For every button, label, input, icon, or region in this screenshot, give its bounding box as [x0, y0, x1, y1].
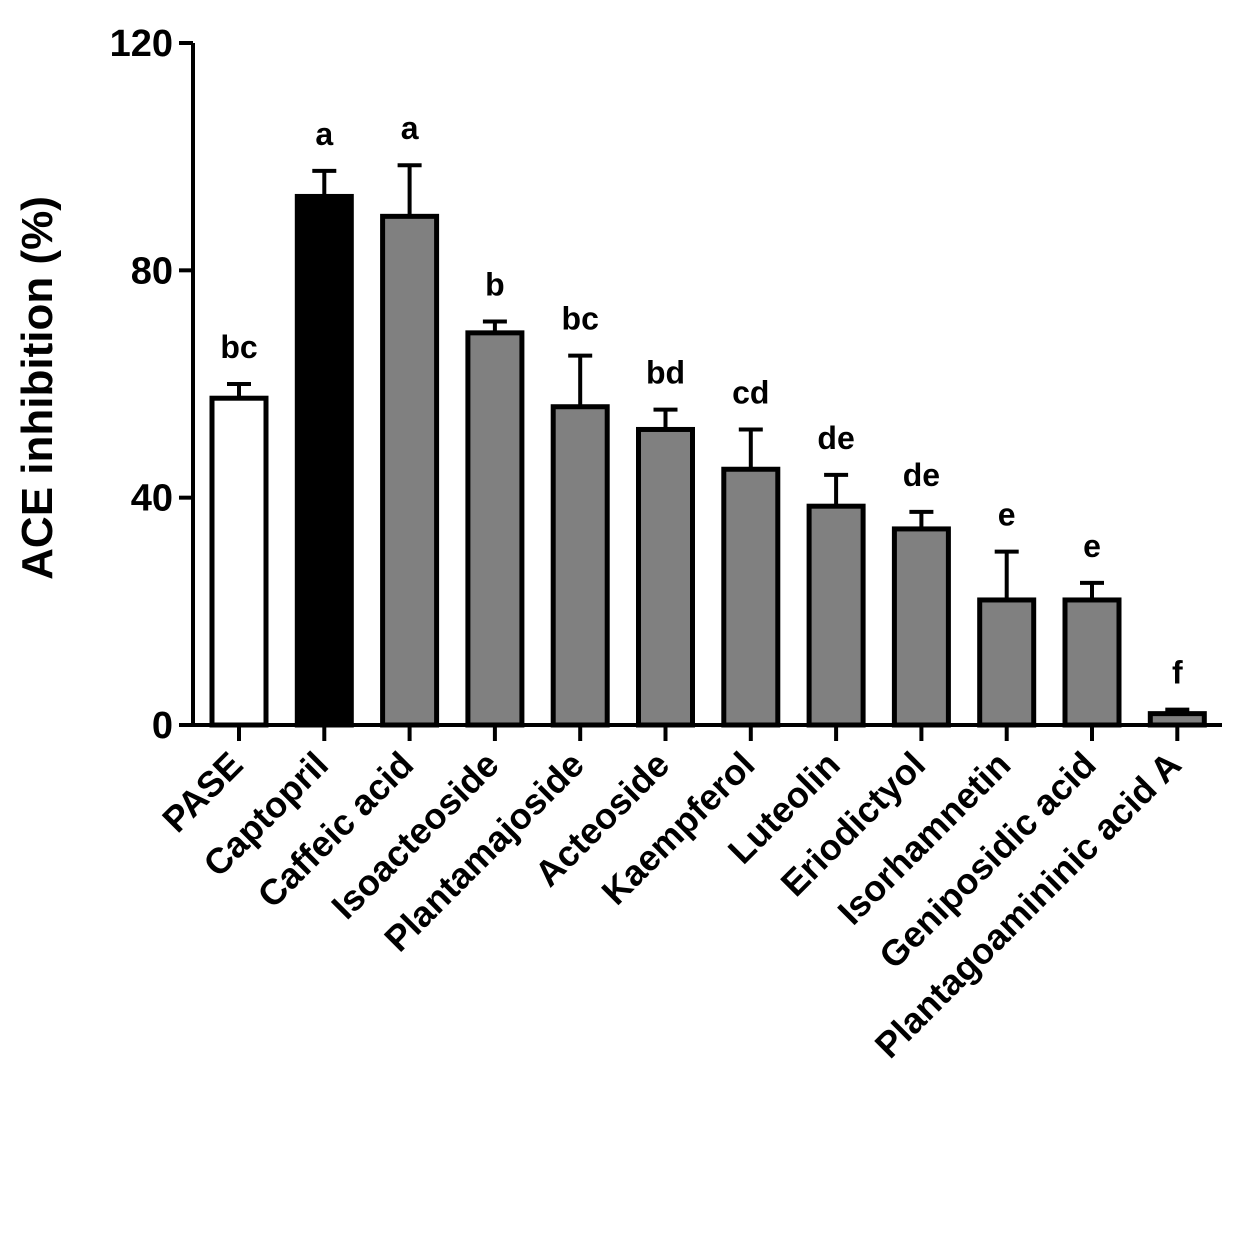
significance-letter: f — [1172, 655, 1183, 691]
bar — [1147, 711, 1207, 728]
significance-letter: b — [485, 266, 505, 302]
bar — [465, 330, 525, 728]
bar — [721, 466, 781, 728]
bar — [636, 426, 695, 728]
significance-letter: bd — [646, 355, 685, 391]
bar — [380, 213, 440, 728]
significance-letter: e — [1083, 528, 1101, 564]
bar — [891, 526, 951, 728]
significance-letter: bc — [220, 329, 257, 365]
bar — [550, 404, 610, 728]
bar — [1062, 597, 1122, 728]
y-tick-label: 0 — [152, 705, 173, 747]
x-axis — [193, 723, 1222, 741]
bar — [209, 395, 269, 728]
bars: bc a a b bc bd cd de de e e f — [209, 110, 1207, 728]
significance-letter: a — [315, 116, 333, 152]
y-axis: 0 40 80 120 — [110, 23, 195, 747]
y-tick-label: 120 — [110, 23, 173, 65]
y-tick-label: 80 — [131, 250, 173, 292]
significance-letter: de — [817, 420, 854, 456]
significance-letter: cd — [732, 374, 769, 410]
bar — [294, 193, 354, 728]
significance-letter: e — [998, 497, 1016, 533]
significance-letter: bc — [562, 301, 599, 337]
significance-letter: a — [401, 110, 419, 146]
bar — [977, 597, 1037, 728]
y-axis-title: ACE inhibition (%) — [13, 196, 62, 580]
y-tick-label: 40 — [131, 478, 173, 520]
significance-letter: de — [903, 457, 940, 493]
bar — [806, 503, 866, 728]
